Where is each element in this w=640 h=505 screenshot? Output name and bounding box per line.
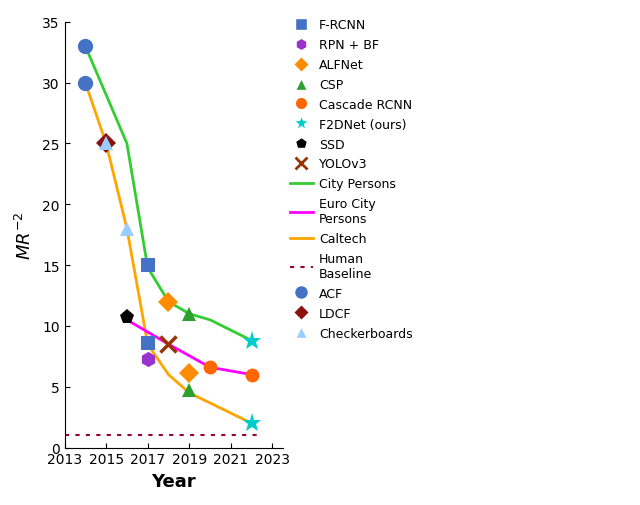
Legend: F-RCNN, RPN + BF, ALFNet, CSP, Cascade RCNN, F2DNet (ours), SSD, YOLOv3, City Pe: F-RCNN, RPN + BF, ALFNet, CSP, Cascade R…: [285, 14, 417, 345]
X-axis label: Year: Year: [152, 472, 196, 490]
Y-axis label: $MR^{-2}$: $MR^{-2}$: [15, 211, 35, 260]
